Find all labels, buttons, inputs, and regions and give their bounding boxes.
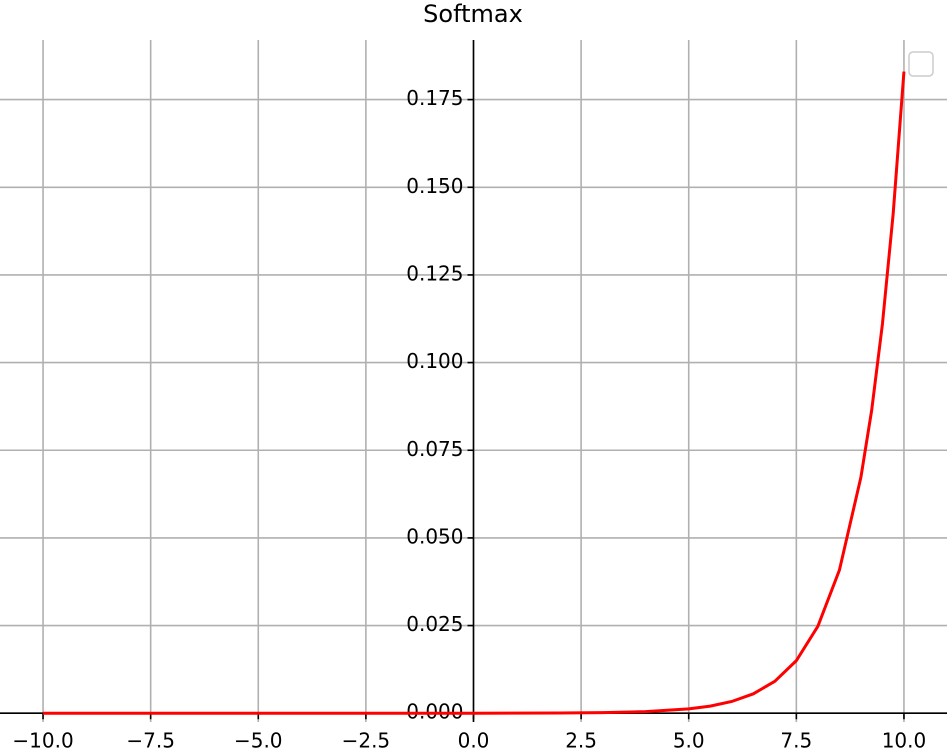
y-tick-label: 0.075 — [406, 437, 463, 461]
x-tick-label: 10.0 — [882, 729, 927, 752]
legend-box — [908, 51, 934, 77]
x-tick-label: 7.5 — [780, 729, 812, 752]
x-tick-label: 0.0 — [458, 729, 490, 752]
x-tick-label: −7.5 — [126, 729, 175, 752]
x-tick-label: −5.0 — [234, 729, 283, 752]
x-tick-label: 2.5 — [565, 729, 597, 752]
y-tick-label: 0.150 — [406, 174, 463, 198]
y-tick-label: 0.125 — [406, 261, 463, 285]
x-tick-label: 5.0 — [673, 729, 705, 752]
x-tick-label: −10.0 — [12, 729, 73, 752]
chart-title: Softmax — [423, 0, 523, 28]
y-tick-label: 0.050 — [406, 524, 463, 548]
y-tick-label: 0.100 — [406, 349, 463, 373]
y-tick-label: 0.175 — [406, 86, 463, 110]
x-tick-label: −2.5 — [342, 729, 391, 752]
y-tick-label: 0.025 — [406, 612, 463, 636]
line — [43, 71, 906, 715]
